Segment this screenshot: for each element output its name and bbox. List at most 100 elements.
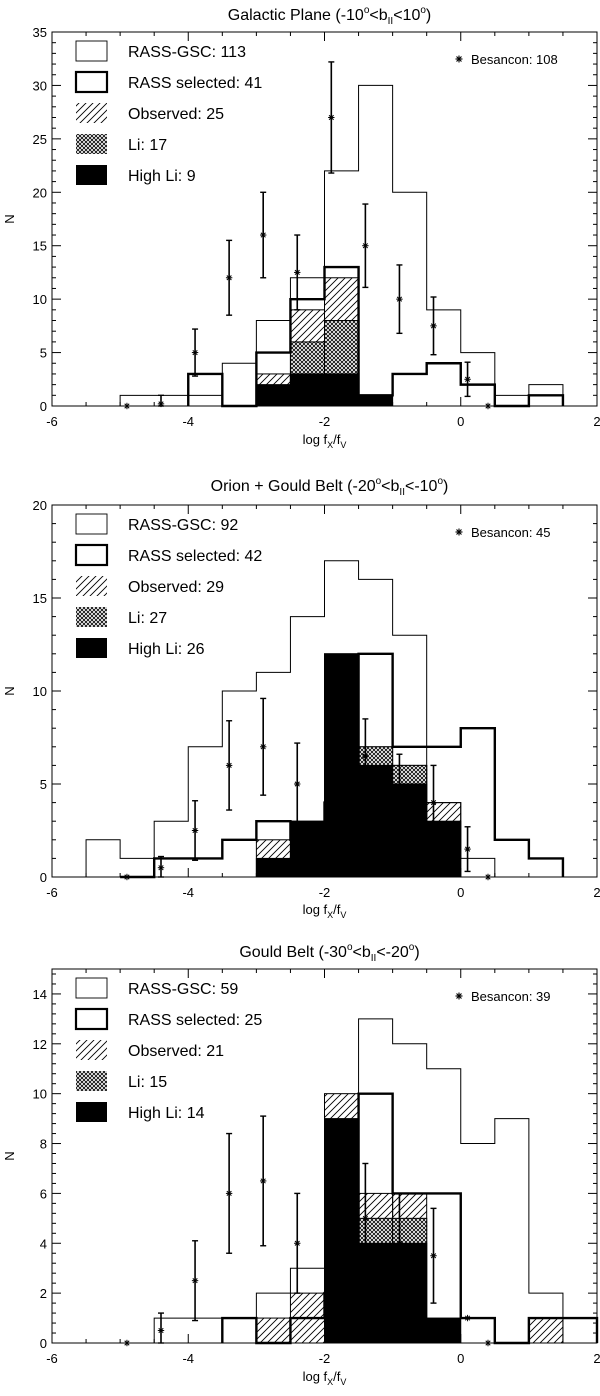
bar-filled — [289, 820, 325, 878]
legend-label: Li: 17 — [128, 137, 167, 154]
legend-label: High Li: 26 — [128, 641, 205, 658]
bar-filled — [324, 373, 360, 407]
star-stroke — [396, 1240, 403, 1246]
x-axis: -6 -4 -2 0 2 — [46, 969, 600, 1366]
y-tick-label: 5 — [40, 346, 47, 361]
x-tick-label: 0 — [457, 414, 464, 429]
series-thick-outline — [120, 652, 565, 879]
besancon-points — [123, 61, 492, 410]
besancon-star — [157, 1327, 165, 1334]
x-axis-label: log fX/fV — [303, 432, 347, 450]
star-stroke — [260, 1178, 266, 1184]
y-axis: 0 5 10 15 20 25 30 35 — [33, 25, 597, 414]
star-stroke — [226, 275, 232, 281]
legend-swatch-crosshatched — [76, 134, 107, 154]
legend-label: High Li: 14 — [128, 1105, 205, 1122]
legend-swatch-thick-outline — [74, 70, 109, 94]
besancon-star — [225, 1190, 233, 1197]
bar-filled — [255, 857, 291, 878]
star-stroke — [294, 1240, 300, 1246]
star-stroke — [260, 232, 266, 238]
star-stroke — [192, 1278, 198, 1284]
legend: RASS-GSC: 92 RASS selected: 42 Observed: 2… — [74, 513, 262, 658]
star-stroke — [158, 865, 164, 871]
legend-swatch-hatched — [76, 103, 107, 123]
star-stroke — [158, 401, 164, 407]
besancon-star — [259, 743, 267, 750]
legend-label: Observed: 25 — [128, 106, 224, 123]
bar-filled — [358, 764, 394, 878]
series-thick-outline — [187, 265, 565, 408]
y-tick-label: 20 — [33, 498, 47, 513]
y-tick-label: 6 — [40, 1186, 47, 1201]
star-stroke — [430, 1253, 437, 1259]
star-stroke — [362, 753, 368, 759]
besancon-star — [225, 274, 233, 281]
y-tick-label: 25 — [33, 132, 47, 147]
star-stroke — [464, 376, 471, 382]
x-tick-label: 0 — [457, 885, 464, 900]
legend-swatch-thick-outline — [74, 543, 109, 567]
x-tick-label: 2 — [593, 885, 600, 900]
legend-swatch-hatched — [76, 1040, 107, 1060]
star-stroke — [260, 744, 266, 750]
histogram-thick-outline — [187, 265, 565, 408]
bar-filled — [324, 653, 360, 878]
besancon-legend: Besancon: 108 — [455, 52, 558, 67]
besancon-star — [328, 114, 335, 121]
besancon-star — [225, 762, 233, 769]
panel-title: Gould Belt (-30o<bII<-20o) — [239, 942, 419, 964]
x-tick-label: -4 — [182, 885, 194, 900]
y-tick-label: 12 — [33, 1037, 47, 1052]
legend-label: High Li: 9 — [128, 168, 196, 185]
y-tick-label: 0 — [40, 399, 47, 414]
legend-label: Observed: 29 — [128, 579, 224, 596]
panel-title: Galactic Plane (-10o<bII<10o) — [228, 5, 431, 27]
legend-label: Li: 27 — [128, 610, 167, 627]
y-tick-label: 2 — [40, 1286, 47, 1301]
bar-hatched — [528, 1317, 564, 1344]
besancon-star — [430, 799, 437, 806]
y-tick-label: 10 — [33, 1087, 47, 1102]
y-axis-label: N — [2, 214, 17, 223]
legend-swatch-filled — [76, 1102, 107, 1122]
bar-filled — [392, 783, 428, 878]
bar-filled — [324, 1118, 360, 1344]
besancon-legend-label: Besancon: 108 — [471, 52, 558, 67]
legend-label: RASS-GSC: 113 — [128, 44, 246, 61]
panel-title: Orion + Gould Belt (-20o<bII<-10o) — [211, 476, 449, 498]
star-stroke — [328, 114, 334, 121]
star-stroke — [464, 1315, 471, 1321]
besancon-legend-star — [456, 993, 462, 999]
legend-label: RASS selected: 25 — [128, 1012, 262, 1029]
legend-swatch-hatched — [76, 576, 107, 596]
besancon-star — [362, 752, 369, 760]
star-stroke — [464, 846, 471, 852]
y-tick-label: 20 — [33, 185, 47, 200]
besancon-star — [191, 827, 199, 834]
besancon-star — [464, 845, 471, 853]
star-stroke — [362, 1215, 368, 1221]
star-stroke — [294, 269, 300, 276]
star-stroke — [362, 243, 368, 249]
legend-label: Li: 15 — [128, 1074, 167, 1091]
y-tick-label: 5 — [40, 777, 47, 792]
y-axis-label: N — [2, 1151, 17, 1160]
legend-swatch-crosshatched — [76, 607, 107, 627]
x-tick-label: -6 — [46, 1351, 58, 1366]
besancon-star — [157, 864, 165, 871]
legend-swatch-thin-outline — [75, 977, 108, 999]
histogram-thin-outline — [85, 560, 496, 877]
bar-filled — [255, 384, 291, 407]
legend-label: RASS-GSC: 92 — [128, 517, 238, 534]
legend-swatch-filled — [76, 165, 107, 185]
x-tick-label: -6 — [46, 885, 58, 900]
besancon-star — [294, 780, 301, 788]
besancon-star — [294, 269, 301, 276]
star-stroke — [192, 827, 198, 834]
legend: RASS-GSC: 59 RASS selected: 25 Observed: 2… — [74, 977, 262, 1122]
series-filled — [255, 653, 462, 878]
besancon-star — [259, 231, 267, 239]
